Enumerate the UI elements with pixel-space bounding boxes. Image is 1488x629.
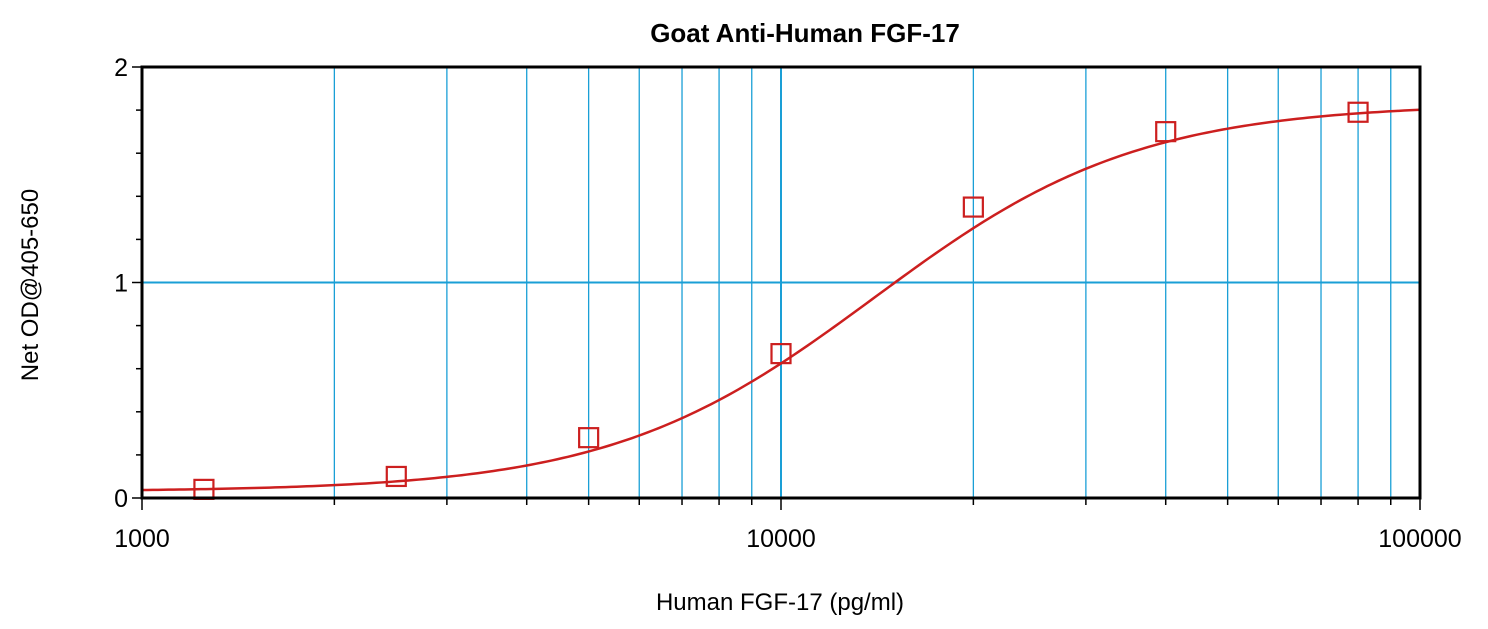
y-tick-label: 1 <box>114 270 128 298</box>
y-axis-label: Net OD@405-650 <box>17 189 44 381</box>
x-tick-label: 10000 <box>746 525 816 553</box>
grid-layer <box>142 67 1420 498</box>
data-point <box>1155 121 1177 143</box>
data-point <box>962 196 984 218</box>
data-point <box>770 343 792 365</box>
y-tick-label: 0 <box>114 485 128 513</box>
x-tick-label: 1000 <box>114 525 170 553</box>
chart-title: Goat Anti-Human FGF-17 <box>650 18 960 48</box>
x-axis-label: Human FGF-17 (pg/ml) <box>656 589 904 616</box>
data-point <box>578 427 600 449</box>
y-tick-label: 2 <box>114 54 128 82</box>
data-point <box>1347 101 1369 123</box>
tick-layer: 0 1 2 1000 10000 100000 <box>114 54 1462 553</box>
data-point <box>385 465 407 488</box>
x-tick-label: 100000 <box>1378 525 1461 553</box>
